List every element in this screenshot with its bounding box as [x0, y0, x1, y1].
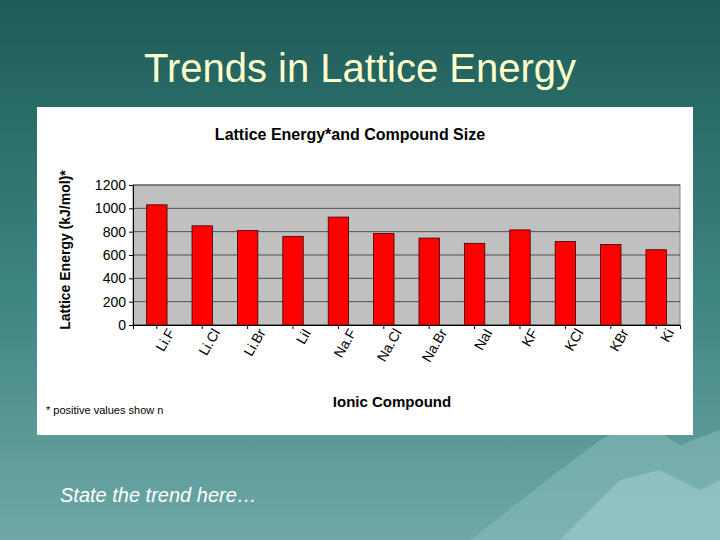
footnote: * positive values show n: [46, 404, 163, 416]
decoration: [470, 420, 720, 540]
bar: [147, 205, 167, 325]
x-tick-mark: [156, 325, 157, 329]
x-tick-label: Na.Br: [418, 326, 450, 365]
x-tick: KBr: [606, 325, 632, 354]
bar: [328, 217, 348, 325]
slide-title: Trends in Lattice Energy: [144, 46, 576, 90]
bar: [237, 231, 257, 326]
x-tick: KCl: [561, 325, 586, 353]
x-tick-label: LiI: [293, 326, 314, 347]
y-tick-mark: [129, 185, 133, 186]
x-tick-mark: [565, 325, 566, 329]
bars: [147, 205, 667, 325]
y-tick: 0: [118, 317, 133, 333]
chart-box: [37, 107, 693, 435]
y-tick-mark: [129, 232, 133, 233]
y-tick-label: 200: [103, 294, 127, 310]
y-tick: 1200: [95, 177, 133, 193]
chart-title: Lattice Energy*and Compound Size: [215, 126, 485, 143]
x-tick-mark: [383, 325, 384, 329]
x-tick-mark: [202, 325, 203, 329]
x-tick-label: NaI: [471, 326, 496, 353]
bar: [555, 242, 575, 325]
y-tick-mark: [129, 278, 133, 279]
x-tick: Na.Cl: [373, 325, 404, 364]
slide: Trends in Lattice Energy Lattice Energy*a…: [0, 0, 720, 540]
slide-text: State the trend here…: [60, 484, 257, 506]
y-tick-mark: [129, 302, 133, 303]
grid-line: [133, 255, 680, 256]
y-tick-label: 600: [103, 247, 127, 263]
grid-line: [133, 185, 680, 186]
y-tick: 800: [103, 224, 133, 240]
x-tick-label: Li.F: [152, 326, 178, 354]
x-axis-line: [134, 326, 681, 330]
decoration: [560, 470, 720, 540]
y-tick: 1000: [95, 200, 133, 216]
y-tick: 200: [103, 294, 133, 310]
x-tick-mark: [338, 325, 339, 329]
y-tick-label: 1200: [95, 177, 126, 193]
x-tick-mark: [247, 325, 248, 329]
y-tick-mark: [129, 255, 133, 256]
x-tick: NaI: [471, 325, 496, 353]
x-tick-label: Na.Cl: [373, 326, 404, 364]
x-tick-label: Li.Cl: [195, 326, 223, 358]
y-tick: 600: [103, 247, 133, 263]
x-tick-mark: [429, 325, 430, 329]
x-axis: Li.F Li.Cl Li.Br LiI Na.F Na.Cl Na.Br NaI KF KCl K…: [134, 325, 681, 365]
x-tick: LiI: [293, 325, 314, 347]
x-tick-label: KF: [518, 326, 541, 349]
bar: [510, 230, 530, 325]
y-tick-mark: [129, 208, 133, 209]
x-tick-label: Ki: [657, 326, 677, 345]
background: [0, 0, 720, 540]
y-axis: 0 200 400 600 800 1000 1200: [95, 177, 134, 333]
grid-line: [133, 301, 680, 302]
x-tick-mark: [656, 325, 657, 329]
bar: [601, 245, 621, 326]
bar: [192, 226, 212, 325]
y-axis-title: Lattice Energy (kJ/mol)*: [57, 170, 73, 330]
y-tick-mark: [129, 325, 133, 326]
x-tick-label: KCl: [561, 326, 586, 354]
x-tick: Li.Cl: [195, 325, 223, 358]
bar: [646, 250, 666, 325]
y-tick: 400: [103, 270, 133, 286]
x-axis-title: Ionic Compound: [333, 393, 451, 410]
grid-line: [133, 278, 680, 279]
y-tick-label: 0: [118, 317, 126, 333]
x-tick: Ki: [656, 325, 677, 345]
x-tick-label: Li.Br: [240, 326, 268, 359]
x-tick: Li.F: [152, 325, 178, 354]
y-tick-label: 1000: [95, 200, 126, 216]
grid: [133, 185, 680, 325]
x-tick-label: Na.F: [330, 326, 359, 360]
x-tick-mark: [474, 325, 475, 329]
x-tick-label: KBr: [606, 326, 632, 355]
y-tick-label: 800: [103, 224, 127, 240]
grid-line: [133, 231, 680, 232]
x-tick-mark: [519, 325, 520, 329]
bar: [419, 238, 439, 325]
x-tick-mark: [610, 325, 611, 329]
bar: [374, 233, 394, 325]
x-tick-mark: [293, 325, 294, 329]
x-tick: Li.Br: [240, 325, 268, 359]
x-tick: KF: [518, 325, 541, 349]
bar: [464, 243, 484, 325]
x-tick: Na.F: [330, 325, 359, 360]
y-axis-line: [129, 186, 134, 326]
y-tick-label: 400: [103, 270, 127, 286]
plot-area: [133, 185, 680, 325]
x-tick: Na.Br: [418, 325, 450, 365]
bar: [283, 236, 303, 325]
grid-line: [133, 208, 680, 209]
